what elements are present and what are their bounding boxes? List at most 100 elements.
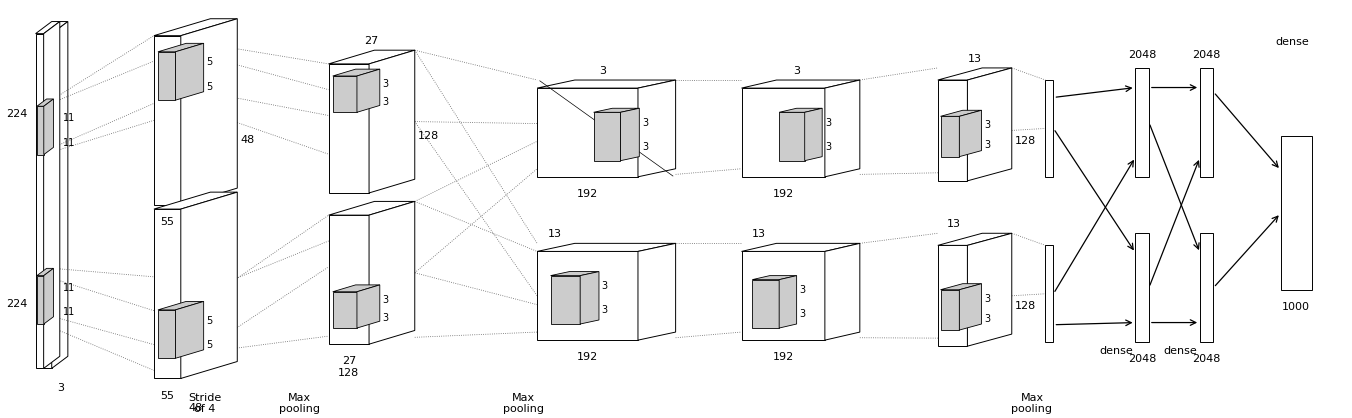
Polygon shape (741, 80, 860, 88)
Polygon shape (329, 64, 369, 193)
Text: 3: 3 (58, 382, 65, 393)
Polygon shape (537, 88, 638, 177)
Polygon shape (938, 245, 968, 346)
Polygon shape (181, 19, 237, 205)
Polygon shape (329, 201, 415, 215)
Text: 48: 48 (188, 403, 203, 413)
Polygon shape (333, 285, 380, 292)
Text: 224: 224 (7, 299, 27, 309)
Text: dense: dense (1275, 37, 1309, 47)
Polygon shape (1201, 68, 1214, 177)
Polygon shape (35, 34, 43, 368)
Polygon shape (938, 233, 1011, 245)
Text: 1000: 1000 (1282, 302, 1310, 312)
Text: dense: dense (1164, 346, 1198, 356)
Polygon shape (741, 88, 825, 177)
Text: Stride
of 4: Stride of 4 (188, 393, 222, 414)
Text: 3: 3 (642, 142, 648, 152)
Polygon shape (752, 280, 779, 328)
Polygon shape (825, 243, 860, 340)
Text: 5: 5 (207, 82, 212, 92)
Polygon shape (968, 233, 1011, 346)
Polygon shape (43, 268, 54, 324)
Polygon shape (37, 268, 54, 275)
Text: Max
pooling: Max pooling (1011, 393, 1052, 414)
Text: 3: 3 (383, 295, 388, 305)
Polygon shape (35, 22, 59, 34)
Text: 27: 27 (342, 356, 356, 366)
Text: 13: 13 (946, 219, 961, 229)
Polygon shape (43, 99, 54, 155)
Polygon shape (779, 275, 796, 328)
Polygon shape (51, 22, 68, 368)
Text: 3: 3 (984, 314, 990, 324)
Text: 3: 3 (825, 118, 831, 128)
Polygon shape (43, 22, 59, 368)
Text: 3: 3 (642, 118, 648, 128)
Text: 128: 128 (418, 131, 438, 141)
Text: 3: 3 (984, 293, 990, 303)
Polygon shape (941, 110, 982, 116)
Text: 3: 3 (383, 79, 388, 89)
Text: 192: 192 (772, 189, 794, 199)
Polygon shape (176, 301, 204, 358)
Polygon shape (621, 108, 639, 161)
Polygon shape (941, 116, 960, 157)
Text: 11: 11 (62, 138, 74, 148)
Polygon shape (594, 112, 621, 161)
Polygon shape (158, 310, 176, 358)
Polygon shape (1201, 233, 1214, 342)
Polygon shape (158, 43, 204, 52)
Polygon shape (941, 284, 982, 290)
Text: 3: 3 (799, 309, 806, 319)
Text: 128: 128 (1014, 301, 1036, 311)
Polygon shape (550, 275, 580, 324)
Polygon shape (37, 106, 43, 155)
Text: 3: 3 (383, 313, 388, 323)
Text: 27: 27 (365, 36, 379, 46)
Text: 13: 13 (548, 229, 562, 240)
Text: 224: 224 (7, 109, 27, 119)
Text: 3: 3 (602, 281, 608, 291)
Polygon shape (638, 243, 676, 340)
Text: 128: 128 (1014, 135, 1036, 145)
Text: 48: 48 (239, 135, 254, 145)
Polygon shape (176, 43, 204, 100)
Polygon shape (1136, 68, 1149, 177)
Polygon shape (960, 110, 982, 157)
Polygon shape (369, 50, 415, 193)
Text: 5: 5 (207, 57, 212, 67)
Polygon shape (154, 19, 237, 36)
Polygon shape (357, 285, 380, 328)
Polygon shape (333, 69, 380, 76)
Polygon shape (369, 201, 415, 344)
Polygon shape (154, 192, 237, 209)
Text: 11: 11 (62, 113, 74, 123)
Polygon shape (43, 34, 51, 368)
Text: 3: 3 (984, 120, 990, 130)
Polygon shape (154, 36, 181, 205)
Polygon shape (158, 52, 176, 100)
Text: 55: 55 (161, 390, 174, 400)
Polygon shape (333, 292, 357, 328)
Polygon shape (941, 290, 960, 330)
Text: 2048: 2048 (1128, 354, 1156, 364)
Text: 2048: 2048 (1192, 50, 1221, 60)
Text: 192: 192 (772, 352, 794, 362)
Polygon shape (752, 275, 796, 280)
Polygon shape (960, 284, 982, 330)
Text: 5: 5 (207, 316, 212, 326)
Text: 2048: 2048 (1192, 354, 1221, 364)
Polygon shape (741, 251, 825, 340)
Text: 3: 3 (984, 140, 990, 150)
Polygon shape (968, 68, 1011, 181)
Polygon shape (154, 209, 181, 378)
Polygon shape (938, 68, 1011, 80)
Text: 3: 3 (599, 66, 606, 76)
Text: 3: 3 (794, 66, 800, 76)
Polygon shape (537, 243, 676, 251)
Text: 3: 3 (383, 97, 388, 107)
Polygon shape (804, 108, 822, 161)
Polygon shape (329, 215, 369, 344)
Text: dense: dense (1099, 346, 1133, 356)
